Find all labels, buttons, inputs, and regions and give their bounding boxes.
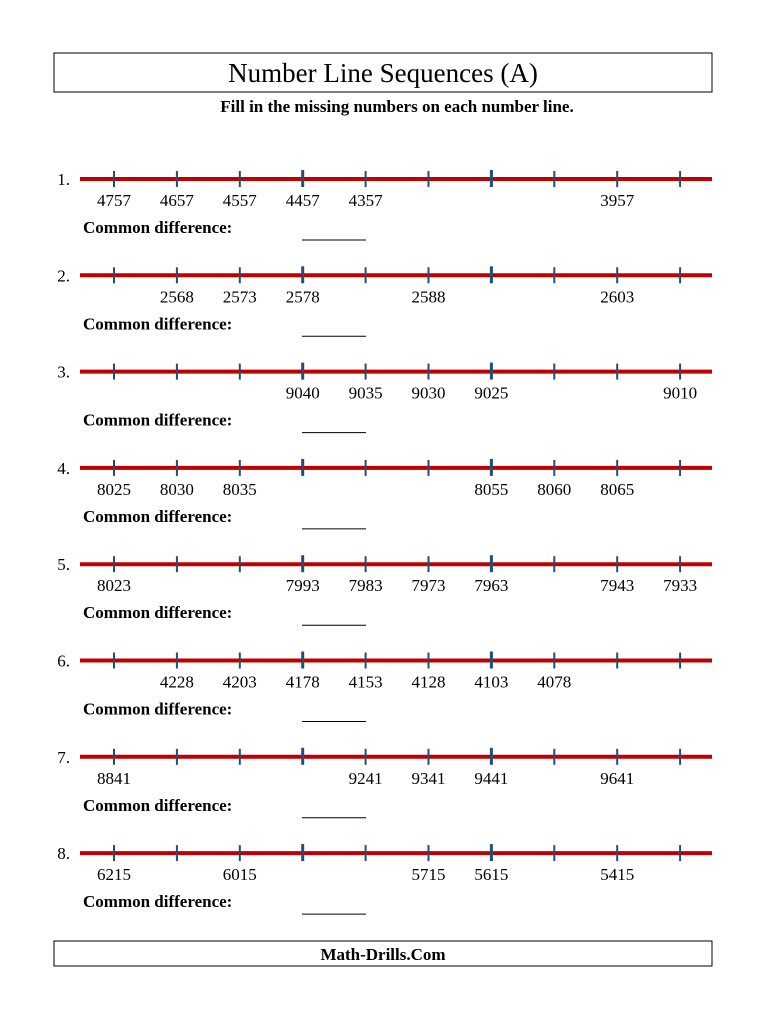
number-label: 9441 bbox=[474, 769, 508, 788]
number-label: 4203 bbox=[223, 673, 257, 692]
number-label: 6215 bbox=[97, 865, 131, 884]
number-label: 9030 bbox=[412, 384, 446, 403]
number-label: 8035 bbox=[223, 480, 257, 499]
number-label: 8023 bbox=[97, 576, 131, 595]
number-label: 5415 bbox=[600, 865, 634, 884]
problem-number: 2. bbox=[57, 266, 70, 285]
number-label: 4557 bbox=[223, 191, 258, 210]
number-label: 9010 bbox=[663, 384, 697, 403]
number-label: 8025 bbox=[97, 480, 131, 499]
footer-box bbox=[53, 940, 713, 967]
title: Number Line Sequences (A) bbox=[228, 58, 538, 88]
number-label: 7943 bbox=[600, 576, 634, 595]
problem-number: 8. bbox=[57, 844, 70, 863]
difference-label: Common difference: bbox=[83, 892, 232, 911]
number-label: 5615 bbox=[474, 865, 508, 884]
problem-number: 1. bbox=[57, 170, 70, 189]
footer: Math-Drills.Com bbox=[320, 945, 445, 964]
number-label: 4657 bbox=[160, 191, 195, 210]
difference-label: Common difference: bbox=[83, 796, 232, 815]
number-label: 4103 bbox=[474, 673, 508, 692]
number-label: 9040 bbox=[286, 384, 320, 403]
number-label: 7973 bbox=[412, 576, 446, 595]
difference-label: Common difference: bbox=[83, 700, 232, 719]
problem-number: 4. bbox=[57, 459, 70, 478]
number-label: 3957 bbox=[600, 191, 635, 210]
number-label: 4357 bbox=[349, 191, 384, 210]
number-label: 2578 bbox=[286, 287, 320, 306]
number-label: 4153 bbox=[349, 673, 383, 692]
number-label: 8030 bbox=[160, 480, 194, 499]
number-label: 2568 bbox=[160, 287, 194, 306]
number-label: 7993 bbox=[286, 576, 320, 595]
title-box bbox=[53, 52, 713, 93]
number-label: 2603 bbox=[600, 287, 634, 306]
number-label: 8841 bbox=[97, 769, 131, 788]
problem-number: 6. bbox=[57, 652, 70, 671]
number-label: 4078 bbox=[537, 673, 571, 692]
number-label: 9035 bbox=[349, 384, 383, 403]
problem-number: 5. bbox=[57, 555, 70, 574]
number-label: 7983 bbox=[349, 576, 383, 595]
subtitle: Fill in the missing numbers on each numb… bbox=[220, 97, 573, 116]
number-label: 7963 bbox=[474, 576, 508, 595]
number-label: 8055 bbox=[474, 480, 508, 499]
number-label: 4757 bbox=[97, 191, 132, 210]
problem-number: 7. bbox=[57, 748, 70, 767]
difference-label: Common difference: bbox=[83, 411, 232, 430]
difference-label: Common difference: bbox=[83, 507, 232, 526]
difference-label: Common difference: bbox=[83, 314, 232, 333]
difference-label: Common difference: bbox=[83, 218, 232, 237]
difference-label: Common difference: bbox=[83, 603, 232, 622]
number-label: 2588 bbox=[412, 287, 446, 306]
number-label: 9241 bbox=[349, 769, 383, 788]
number-label: 4457 bbox=[286, 191, 321, 210]
problem-number: 3. bbox=[57, 363, 70, 382]
number-label: 8065 bbox=[600, 480, 634, 499]
number-label: 4228 bbox=[160, 673, 194, 692]
number-label: 5715 bbox=[412, 865, 446, 884]
number-label: 4128 bbox=[412, 673, 446, 692]
number-label: 9641 bbox=[600, 769, 634, 788]
number-label: 9341 bbox=[412, 769, 446, 788]
number-label: 8060 bbox=[537, 480, 571, 499]
number-label: 2573 bbox=[223, 287, 257, 306]
number-label: 7933 bbox=[663, 576, 697, 595]
number-label: 4178 bbox=[286, 673, 320, 692]
number-label: 6015 bbox=[223, 865, 257, 884]
number-label: 9025 bbox=[474, 384, 508, 403]
